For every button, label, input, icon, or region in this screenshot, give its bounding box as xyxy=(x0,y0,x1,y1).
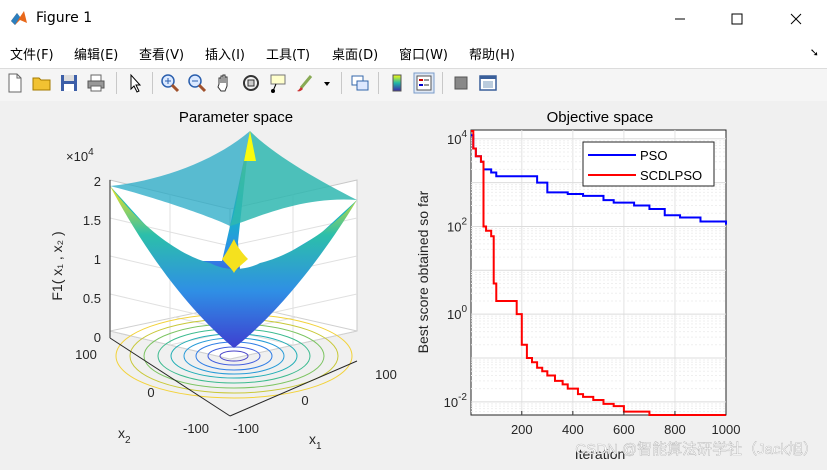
right-plot-title: Objective space xyxy=(547,109,654,126)
watermark: CSDN @智能算法研学社（Jack旭） xyxy=(575,440,818,458)
y-axis-title: Best score obtained so far xyxy=(415,190,431,353)
surface-back xyxy=(110,131,357,326)
x-axis-title: Iteration xyxy=(575,446,626,462)
legend-box xyxy=(582,141,715,187)
surface-front-peak xyxy=(222,239,248,273)
maximize-button[interactable] xyxy=(707,0,767,38)
legend[interactable]: PSO SCDLPSO xyxy=(582,141,715,187)
x-tick: 0 xyxy=(301,393,308,408)
figure-svg: Parameter space xyxy=(49,109,818,462)
z-axis-label: F1( x₁ , x₂ ) xyxy=(49,231,65,300)
link-plot-icon[interactable] xyxy=(349,72,371,94)
menu-insert[interactable]: 插入(I) xyxy=(205,48,245,63)
y-tick-label: 102 xyxy=(447,216,467,234)
z-tick: 0.5 xyxy=(83,291,101,306)
pan-hand-icon[interactable] xyxy=(213,72,235,94)
new-figure-icon[interactable] xyxy=(4,72,26,94)
toolbar-separator xyxy=(378,72,379,94)
colorbar-icon[interactable] xyxy=(386,72,408,94)
brush-dropdown-icon[interactable] xyxy=(322,72,332,94)
y-tick-label: 100 xyxy=(447,304,467,322)
minimize-button[interactable] xyxy=(650,0,710,38)
legend-label-scdlpso: SCDLPSO xyxy=(640,168,702,183)
x-tick-label: 400 xyxy=(562,422,584,437)
matlab-icon xyxy=(11,11,27,25)
z-tick: 0 xyxy=(94,330,101,345)
x-tick-label: 600 xyxy=(613,422,635,437)
dock-arrow-icon[interactable]: ➘ xyxy=(809,47,819,59)
surface-left-wing xyxy=(110,131,250,226)
x-tick-label: 1000 xyxy=(712,422,741,437)
series-line-scdlpso xyxy=(471,130,726,417)
menu-bar xyxy=(0,38,827,68)
print-icon[interactable] xyxy=(85,72,107,94)
y-tick-labels: 100 0 -100 xyxy=(75,347,209,436)
pointer-icon[interactable] xyxy=(124,72,146,94)
menu-desktop[interactable]: 桌面(D) xyxy=(332,48,379,63)
window-title: Figure 1 xyxy=(36,10,93,26)
save-icon[interactable] xyxy=(58,72,80,94)
close-icon xyxy=(790,13,802,25)
close-button[interactable] xyxy=(766,0,826,38)
z-tick: 2 xyxy=(94,174,101,189)
y-axis-label: x2 xyxy=(118,425,131,446)
menu-help[interactable]: 帮助(H) xyxy=(469,48,515,63)
surface-bowl xyxy=(110,186,357,348)
brush-icon[interactable] xyxy=(294,72,316,94)
legend-icon[interactable] xyxy=(413,72,435,94)
surface-peak xyxy=(244,131,256,161)
data-cursor-icon[interactable] xyxy=(267,72,289,94)
rotate-3d-icon[interactable] xyxy=(240,72,262,94)
zoom-in-icon[interactable] xyxy=(159,72,181,94)
z-tick: 1 xyxy=(94,252,101,267)
minimize-icon xyxy=(675,18,685,20)
legend-label-pso: PSO xyxy=(640,148,667,163)
x-tick: 100 xyxy=(375,367,397,382)
figure-canvas: Parameter space xyxy=(0,101,827,465)
x-ticks: 200 400 600 800 1000 xyxy=(511,411,741,437)
objective-space-axes: Objective space 200 400 600 800 1000 1041021… xyxy=(415,109,740,462)
toolbar-separator xyxy=(341,72,342,94)
toolbar-separator xyxy=(152,72,153,94)
y-ticks: 104 102 100 10-2 xyxy=(444,129,468,410)
surface-right-wing xyxy=(230,131,357,226)
menu-view[interactable]: 查看(V) xyxy=(139,48,185,63)
x-axis-label: x1 xyxy=(309,431,322,452)
z-exponent: ×104 xyxy=(66,147,94,164)
left-plot-title: Parameter space xyxy=(179,109,293,126)
z-tick: 1.5 xyxy=(83,213,101,228)
series-group xyxy=(471,130,727,417)
parameter-space-axes: Parameter space xyxy=(49,109,397,452)
x-tick: -100 xyxy=(233,421,259,436)
zoom-out-icon[interactable] xyxy=(186,72,208,94)
toolbar-separator xyxy=(116,72,117,94)
maximize-icon xyxy=(731,13,743,25)
menu-edit[interactable]: 编辑(E) xyxy=(74,48,119,63)
z-tick-labels: 0 0.5 1 1.5 2 xyxy=(83,174,101,345)
menu-window[interactable]: 窗口(W) xyxy=(399,48,448,63)
y-tick: 0 xyxy=(147,385,154,400)
x-tick-labels: -100 0 100 xyxy=(233,367,397,436)
menu-tools[interactable]: 工具(T) xyxy=(266,48,311,63)
x-tick-label: 800 xyxy=(664,422,686,437)
title-bar: Figure 1 xyxy=(0,0,827,38)
y-tick: -100 xyxy=(183,421,209,436)
y-tick-label: 10-2 xyxy=(444,392,468,410)
menu-file[interactable]: 文件(F) xyxy=(10,48,54,63)
show-plot-tools-icon[interactable] xyxy=(477,72,499,94)
hide-plot-tools-icon[interactable] xyxy=(450,72,472,94)
y-tick-label: 104 xyxy=(447,129,467,147)
open-file-icon[interactable] xyxy=(31,72,53,94)
toolbar-separator xyxy=(442,72,443,94)
x-tick-label: 200 xyxy=(511,422,533,437)
y-tick: 100 xyxy=(75,347,97,362)
left-axis-lines xyxy=(109,180,358,417)
